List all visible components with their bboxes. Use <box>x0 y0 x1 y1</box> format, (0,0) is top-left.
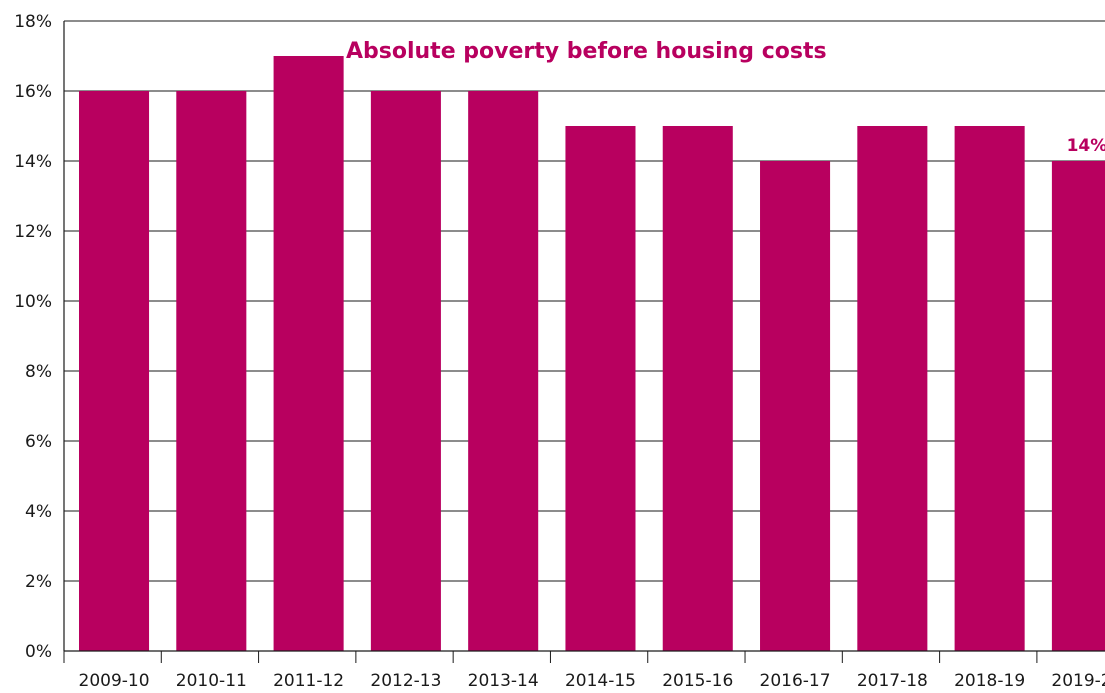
bar-2018-19 <box>954 126 1025 651</box>
y-tick-label-2: 2% <box>25 572 52 592</box>
bar-2014-15 <box>565 126 636 651</box>
y-tick-label-14: 14% <box>14 152 52 172</box>
bar-2012-13 <box>370 91 441 651</box>
bar-2011-12 <box>273 56 344 651</box>
x-tick-label-2014-15: 2014-15 <box>565 671 636 691</box>
bar-2019-20 <box>1051 161 1105 651</box>
x-tick-label-2010-11: 2010-11 <box>176 671 247 691</box>
x-tick-label-2017-18: 2017-18 <box>857 671 928 691</box>
chart-title: Absolute poverty before housing costs <box>346 39 827 64</box>
x-tick-label-2015-16: 2015-16 <box>662 671 733 691</box>
bar-2009-10 <box>79 91 150 651</box>
y-tick-label-6: 6% <box>25 432 52 452</box>
bar-2010-11 <box>176 91 247 651</box>
y-tick-label-10: 10% <box>14 292 52 312</box>
bars <box>79 56 1105 651</box>
y-tick-label-12: 12% <box>14 222 52 242</box>
x-tick-label-2011-12: 2011-12 <box>273 671 344 691</box>
x-tick-label-2016-17: 2016-17 <box>760 671 831 691</box>
bar-2016-17 <box>760 161 831 651</box>
y-tick-label-18: 18% <box>14 12 52 32</box>
bar-2017-18 <box>857 126 928 651</box>
x-tick-label-2018-19: 2018-19 <box>954 671 1025 691</box>
data-label-2019-20: 14% <box>1067 136 1105 156</box>
x-tick-label-2012-13: 2012-13 <box>370 671 441 691</box>
y-tick-label-0: 0% <box>25 642 52 662</box>
x-tick-label-2013-14: 2013-14 <box>468 671 539 691</box>
x-tick-label-2009-10: 2009-10 <box>79 671 150 691</box>
y-tick-label-16: 16% <box>14 82 52 102</box>
x-tick-label-2019-20: 2019-20 <box>1051 671 1105 691</box>
axes <box>63 21 1105 663</box>
bar-2015-16 <box>662 126 733 651</box>
y-tick-label-8: 8% <box>25 362 52 382</box>
y-tick-label-4: 4% <box>25 502 52 522</box>
bar-2013-14 <box>468 91 539 651</box>
y-tick-labels: 0% 2% 4% 6% 8% 10% 12% 14% 16% 18% <box>14 12 52 662</box>
x-tick-labels: 2009-10 2010-11 2011-12 2012-13 2013-14 2014-… <box>79 671 1105 691</box>
data-labels: 14% <box>1067 136 1105 156</box>
